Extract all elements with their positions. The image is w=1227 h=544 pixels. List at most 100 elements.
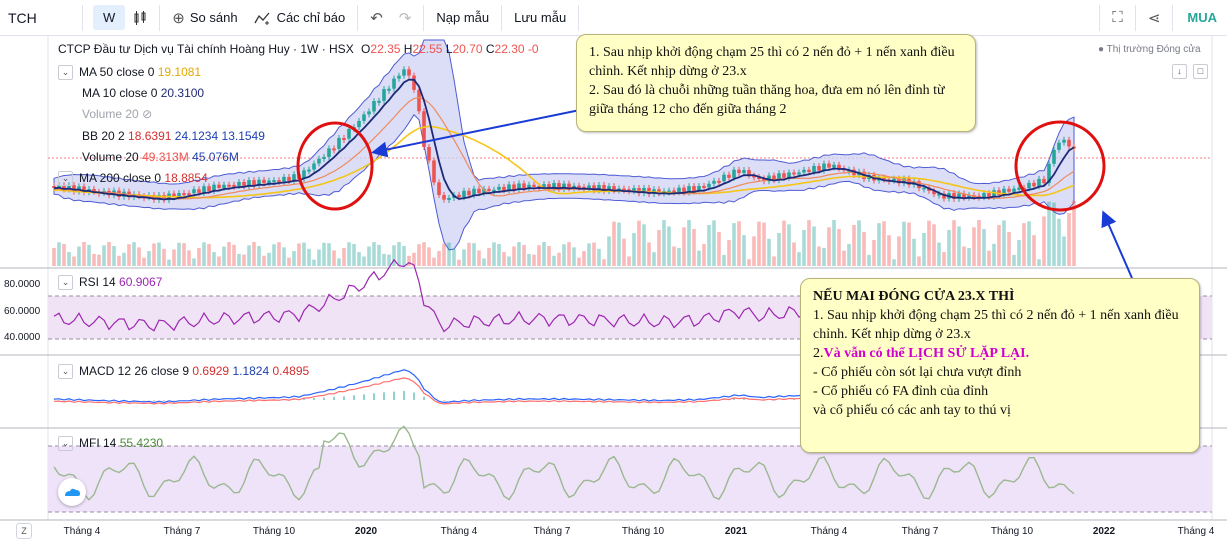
volume-bar: [242, 254, 246, 266]
collapse-icon[interactable]: ⌄: [58, 171, 73, 187]
candle-body: [682, 187, 686, 193]
volume-bar: [202, 242, 206, 266]
volume-bar: [167, 259, 171, 266]
candle-body: [752, 175, 756, 178]
timezone-button[interactable]: Z: [16, 523, 32, 539]
arrow-down-icon[interactable]: ↓: [1172, 64, 1187, 79]
volume-bar: [107, 242, 111, 266]
volume-bar: [612, 221, 616, 266]
candle-body: [587, 185, 591, 189]
candle-body: [547, 184, 551, 189]
eye-off-icon[interactable]: ⊘: [142, 107, 153, 121]
time-axis-label: 2021: [724, 526, 748, 537]
note2-line3: - Cổ phiếu còn sót lại chưa vượt đỉnh: [813, 365, 1022, 380]
volume-bar: [532, 254, 536, 266]
volume-bar: [802, 230, 806, 266]
volume-bar: [732, 223, 736, 266]
candle-body: [957, 193, 961, 199]
legend-mfi[interactable]: ⌄ MFI 14 55.4230: [58, 436, 163, 452]
volume-bar: [867, 254, 871, 266]
candle-body: [1037, 178, 1041, 187]
volume-bar: [327, 243, 331, 266]
candle-body: [312, 163, 316, 170]
indicators-label: Các chỉ báo: [276, 10, 346, 25]
volume-bar: [132, 242, 136, 266]
volume-bar: [692, 229, 696, 266]
collapse-icon[interactable]: ⌄: [58, 364, 73, 380]
volume-bar: [492, 242, 496, 266]
volume-bar: [372, 242, 376, 266]
candle-body: [577, 185, 581, 188]
collapse-icon[interactable]: ⌄: [58, 436, 73, 452]
volume-bar: [907, 222, 911, 266]
volume-bar: [872, 240, 876, 266]
volume-bar: [622, 238, 626, 266]
volume-bar: [297, 243, 301, 266]
series-header: CTCP Đầu tư Dịch vụ Tài chính Hoàng Huy …: [58, 42, 539, 56]
candle-body: [892, 178, 896, 181]
square-icon[interactable]: □: [1193, 64, 1208, 79]
volume-bar: [917, 256, 921, 266]
volume-bar: [567, 242, 571, 266]
symbol-search[interactable]: TCH: [8, 9, 37, 26]
buy-button[interactable]: MUA: [1187, 10, 1217, 25]
indicators-icon: [253, 12, 270, 25]
annotation-note-top[interactable]: 1. Sau nhịp khởi động chạm 25 thì có 2 n…: [576, 34, 976, 132]
pane-controls[interactable]: ↓ □: [1172, 64, 1214, 79]
redo-button[interactable]: ↷: [391, 5, 420, 31]
time-axis-label: Tháng 10: [621, 526, 665, 537]
market-status-text: Thị trường Đóng cửa: [1106, 44, 1201, 55]
annotation-note-bottom[interactable]: NẾU MAI ĐÓNG CỬA 23.X THÌ 1. Sau nhịp kh…: [800, 278, 1200, 453]
close-value: 22.30: [494, 42, 525, 56]
volume-bar: [657, 230, 661, 266]
candle-body: [197, 189, 201, 193]
legend-ma200[interactable]: ⌄ MA 200 close 0 18.8854: [58, 171, 208, 187]
volume-bar: [812, 226, 816, 266]
volume-bar: [507, 256, 511, 266]
legend-ma10[interactable]: MA 10 close 0 20.3100: [82, 86, 204, 100]
legend-macd[interactable]: ⌄ MACD 12 26 close 9 0.6929 1.1824 0.4895: [58, 364, 309, 380]
legend-volume[interactable]: Volume 20 49.313M 45.076M: [82, 150, 239, 164]
candle-body: [987, 193, 991, 197]
top-toolbar: TCH W ⊕ So sánh Các chỉ báo ↶ ↷ Nạp mẫu …: [0, 0, 1227, 36]
save-template-button[interactable]: Lưu mẫu: [514, 10, 567, 25]
collapse-icon[interactable]: ⌄: [58, 65, 73, 81]
volume-bar: [847, 243, 851, 266]
volume-bar: [1052, 202, 1056, 266]
share-button[interactable]: ⋖: [1140, 5, 1169, 31]
volume-bar: [947, 230, 951, 266]
candle-body: [632, 188, 636, 192]
chart-type-button[interactable]: [125, 6, 155, 30]
tradingview-logo[interactable]: [58, 478, 86, 506]
candle-body: [217, 184, 221, 188]
collapse-icon[interactable]: ⌄: [58, 275, 73, 291]
volume-bar: [192, 258, 196, 266]
legend-ma50[interactable]: ⌄ MA 50 close 0 19.1081: [58, 65, 201, 81]
legend-bb[interactable]: BB 20 2 18.6391 24.1234 13.1549: [82, 129, 265, 143]
undo-button[interactable]: ↶: [362, 5, 391, 31]
candle-body: [952, 193, 956, 199]
close-label: C: [485, 42, 495, 56]
time-axis-label: Tháng 10: [990, 526, 1034, 537]
candle-body: [687, 186, 691, 193]
candle-body: [962, 193, 966, 198]
fullscreen-button[interactable]: ⛶: [1104, 5, 1131, 30]
candle-body: [542, 184, 546, 187]
compare-button[interactable]: ⊕ So sánh: [164, 5, 245, 31]
interval-button[interactable]: W: [93, 5, 126, 30]
indicators-button[interactable]: Các chỉ báo: [246, 6, 354, 29]
chart-canvas[interactable]: [0, 36, 1227, 544]
volume-bar: [512, 246, 516, 266]
candle-body: [732, 169, 736, 178]
candle-body: [832, 164, 836, 168]
volume-bar: [772, 256, 776, 266]
legend-rsi[interactable]: ⌄ RSI 14 60.9067: [58, 275, 162, 291]
load-template-button[interactable]: Nạp mẫu: [436, 10, 490, 25]
candle-body: [677, 187, 681, 193]
volume-bar: [977, 220, 981, 266]
divider: [82, 4, 83, 31]
legend-volume-hidden[interactable]: Volume 20 ⊘: [82, 107, 152, 121]
candle-body: [757, 177, 761, 180]
volume-bar: [257, 246, 261, 266]
candle-body: [242, 181, 246, 187]
